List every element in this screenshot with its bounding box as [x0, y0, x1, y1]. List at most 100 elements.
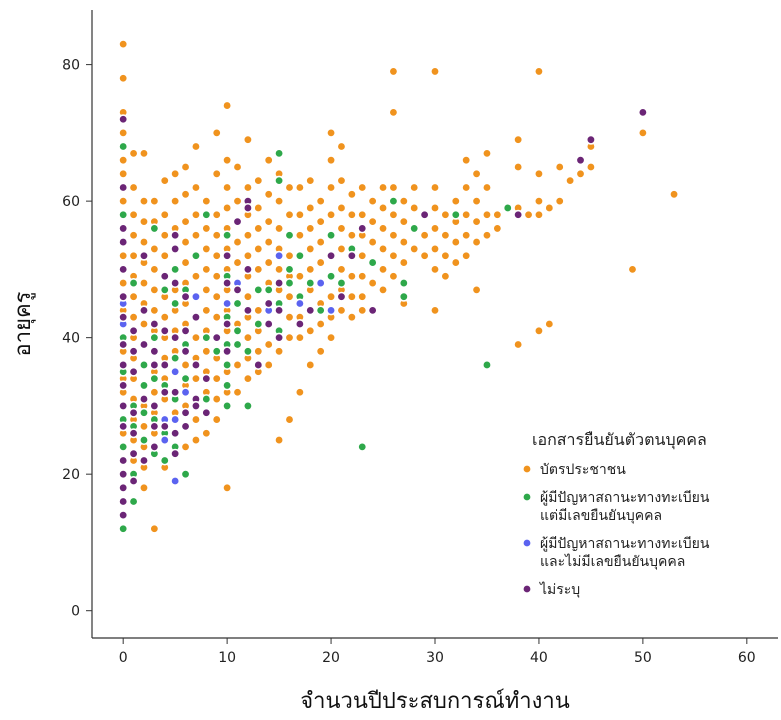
data-point [149, 421, 160, 432]
data-point [315, 305, 326, 316]
data-point [357, 305, 368, 316]
data-point [242, 134, 253, 145]
data-point [367, 278, 378, 289]
data-point [533, 66, 544, 77]
data-point [637, 107, 648, 118]
data-point [170, 387, 181, 398]
data-point [533, 196, 544, 207]
data-point [274, 264, 285, 275]
data-point [128, 278, 139, 289]
data-point [513, 162, 524, 173]
data-point [471, 168, 482, 179]
data-point [149, 523, 160, 534]
data-point [180, 421, 191, 432]
data-point [481, 148, 492, 159]
data-point [138, 421, 149, 432]
data-point [159, 435, 170, 446]
data-point [138, 318, 149, 329]
x-tick-label: 60 [738, 650, 756, 666]
data-point [149, 400, 160, 411]
data-point [367, 257, 378, 268]
data-point [211, 209, 222, 220]
data-point [118, 114, 129, 125]
data-point [232, 162, 243, 173]
data-point [544, 318, 555, 329]
data-point [263, 237, 274, 248]
data-point [180, 359, 191, 370]
data-point [180, 189, 191, 200]
data-point [170, 298, 181, 309]
data-point [253, 223, 264, 234]
data-point [585, 162, 596, 173]
data-point [326, 332, 337, 343]
data-point [180, 441, 191, 452]
data-point [118, 73, 129, 84]
data-point [419, 250, 430, 261]
data-point [378, 264, 389, 275]
data-point [159, 312, 170, 323]
data-point [253, 175, 264, 186]
data-point [346, 189, 357, 200]
data-point [138, 394, 149, 405]
data-point [232, 339, 243, 350]
data-point [118, 250, 129, 261]
data-point [128, 366, 139, 377]
data-point [357, 182, 368, 193]
data-point [118, 182, 129, 193]
legend-label: แต่มีเลขยืนยันบุคคล [540, 508, 662, 524]
data-point [118, 223, 129, 234]
data-point [388, 230, 399, 241]
data-point [294, 271, 305, 282]
data-point [326, 291, 337, 302]
y-tick-label: 20 [62, 467, 80, 483]
data-point [170, 278, 181, 289]
data-point [305, 359, 316, 370]
data-point [170, 448, 181, 459]
data-point [232, 298, 243, 309]
data-point [315, 196, 326, 207]
data-point [253, 346, 264, 357]
data-point [118, 339, 129, 350]
data-point [190, 271, 201, 282]
data-point [128, 312, 139, 323]
data-point [201, 407, 212, 418]
data-point [190, 250, 201, 261]
data-point [159, 230, 170, 241]
data-point [201, 428, 212, 439]
data-point [211, 373, 222, 384]
data-point [118, 400, 129, 411]
data-point [232, 216, 243, 227]
data-point [461, 182, 472, 193]
data-point [159, 175, 170, 186]
data-point [138, 435, 149, 446]
data-point [128, 182, 139, 193]
data-point [346, 291, 357, 302]
data-point [222, 380, 233, 391]
data-points [118, 39, 680, 534]
data-point [305, 175, 316, 186]
data-point [429, 305, 440, 316]
legend-marker [521, 583, 532, 594]
data-point [419, 209, 430, 220]
data-point [378, 223, 389, 234]
data-point [378, 284, 389, 295]
data-point [294, 387, 305, 398]
data-point [357, 250, 368, 261]
data-point [481, 209, 492, 220]
data-point [450, 196, 461, 207]
data-point [190, 435, 201, 446]
data-point [305, 305, 316, 316]
data-point [149, 359, 160, 370]
data-point [159, 421, 170, 432]
data-point [326, 250, 337, 261]
data-point [118, 237, 129, 248]
legend-marker [521, 491, 532, 502]
data-point [315, 346, 326, 357]
data-point [138, 250, 149, 261]
legend-title: เอกสารยืนยันตัวตนบุคคล [532, 430, 707, 450]
data-point [274, 250, 285, 261]
data-point [138, 407, 149, 418]
x-tick-label: 0 [119, 650, 128, 666]
y-tick-label: 40 [62, 331, 80, 347]
data-point [180, 407, 191, 418]
